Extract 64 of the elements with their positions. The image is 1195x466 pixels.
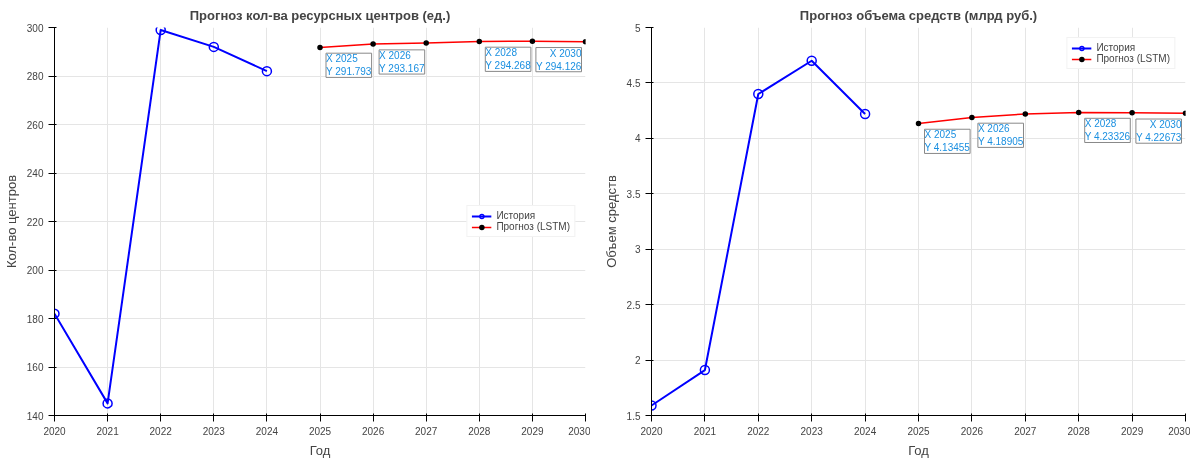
x-tick-label: 2024 xyxy=(853,425,877,437)
point xyxy=(208,41,220,53)
annotation: X 2030 Y 4.22673 xyxy=(1135,119,1182,144)
y-tick-label: 200 xyxy=(26,265,44,276)
x-tick-label: 2024 xyxy=(255,425,279,437)
point xyxy=(859,108,871,120)
y-tick-label: 220 xyxy=(26,216,44,228)
x-tick-label: 2020 xyxy=(640,425,664,437)
x-tick-label: 2028 xyxy=(468,425,491,437)
point xyxy=(102,398,113,409)
x-tick-label: 2030 xyxy=(568,425,591,437)
x-tick-label: 2023 xyxy=(800,425,824,437)
annotation: X 2025 Y 291.793 xyxy=(326,53,372,78)
legend-label: История xyxy=(1096,42,1136,53)
y-tick-label: 3 xyxy=(634,244,641,256)
chart-title: Прогноз объема средств (млрд руб.) xyxy=(799,7,1038,23)
annotation: X 2026 Y 4.18905 xyxy=(977,123,1024,148)
x-tick-label: 2022 xyxy=(747,425,770,437)
x-tick-label: 2026 xyxy=(361,425,385,437)
x-tick-label: 2022 xyxy=(149,425,173,437)
y-axis-title: Объем средств xyxy=(603,175,619,268)
y-tick-label: 2.5 xyxy=(626,299,641,311)
x-tick-label: 2027 xyxy=(1014,425,1037,437)
annotation: X 2028 Y 294.268 xyxy=(485,47,532,72)
x-tick-label: 2026 xyxy=(960,425,984,437)
x-tick-label: 2029 xyxy=(1120,425,1144,437)
y-tick-label: 2 xyxy=(634,355,641,367)
y-tick-label: 160 xyxy=(26,362,44,373)
y-tick-label: 5 xyxy=(634,22,641,34)
y-tick-label: 280 xyxy=(26,71,44,82)
x-tick-label: 2023 xyxy=(202,425,226,437)
x-axis-title: Год xyxy=(908,442,930,458)
point xyxy=(261,65,273,77)
y-tick-label: 180 xyxy=(26,313,44,325)
point xyxy=(806,55,817,66)
annotation: X 2030 Y 294.126 xyxy=(535,47,582,72)
x-tick-label: 2021 xyxy=(693,425,717,437)
x-tick-label: 2025 xyxy=(308,425,332,437)
y-tick-label: 4.5 xyxy=(626,77,641,89)
x-tick-label: 2030 xyxy=(1168,425,1191,437)
x-tick-label: 2029 xyxy=(521,425,544,437)
annotation: X 2025 Y 4.13455 xyxy=(924,129,971,154)
legend-label: Прогноз (LSTM) xyxy=(1096,53,1170,64)
chart-title: Прогноз кол-ва ресурсных центров (ед.) xyxy=(189,7,451,23)
y-tick-label: 1.5 xyxy=(626,410,641,422)
x-tick-label: 2021 xyxy=(96,425,120,437)
y-tick-label: 240 xyxy=(26,168,44,179)
annotation: X 2026 Y 293.167 xyxy=(379,49,425,75)
point xyxy=(753,88,764,100)
y-tick-label: 140 xyxy=(26,410,44,422)
annotation: X 2028 Y 4.23326 xyxy=(1084,118,1131,143)
x-tick-label: 2020 xyxy=(43,425,67,437)
y-tick-label: 4 xyxy=(634,133,641,145)
point xyxy=(699,364,711,376)
y-axis-title: Кол-во центров xyxy=(3,174,19,269)
legend-label: Прогноз (LSTM) xyxy=(496,221,570,232)
x-tick-label: 2025 xyxy=(907,425,931,437)
x-axis-title: Год xyxy=(309,442,331,458)
y-tick-label: 300 xyxy=(26,22,44,34)
y-tick-label: 3.5 xyxy=(626,188,641,200)
legend-label: История xyxy=(496,210,536,221)
y-tick-label: 260 xyxy=(26,119,44,131)
x-tick-label: 2027 xyxy=(415,425,438,437)
x-tick-label: 2028 xyxy=(1067,425,1091,437)
